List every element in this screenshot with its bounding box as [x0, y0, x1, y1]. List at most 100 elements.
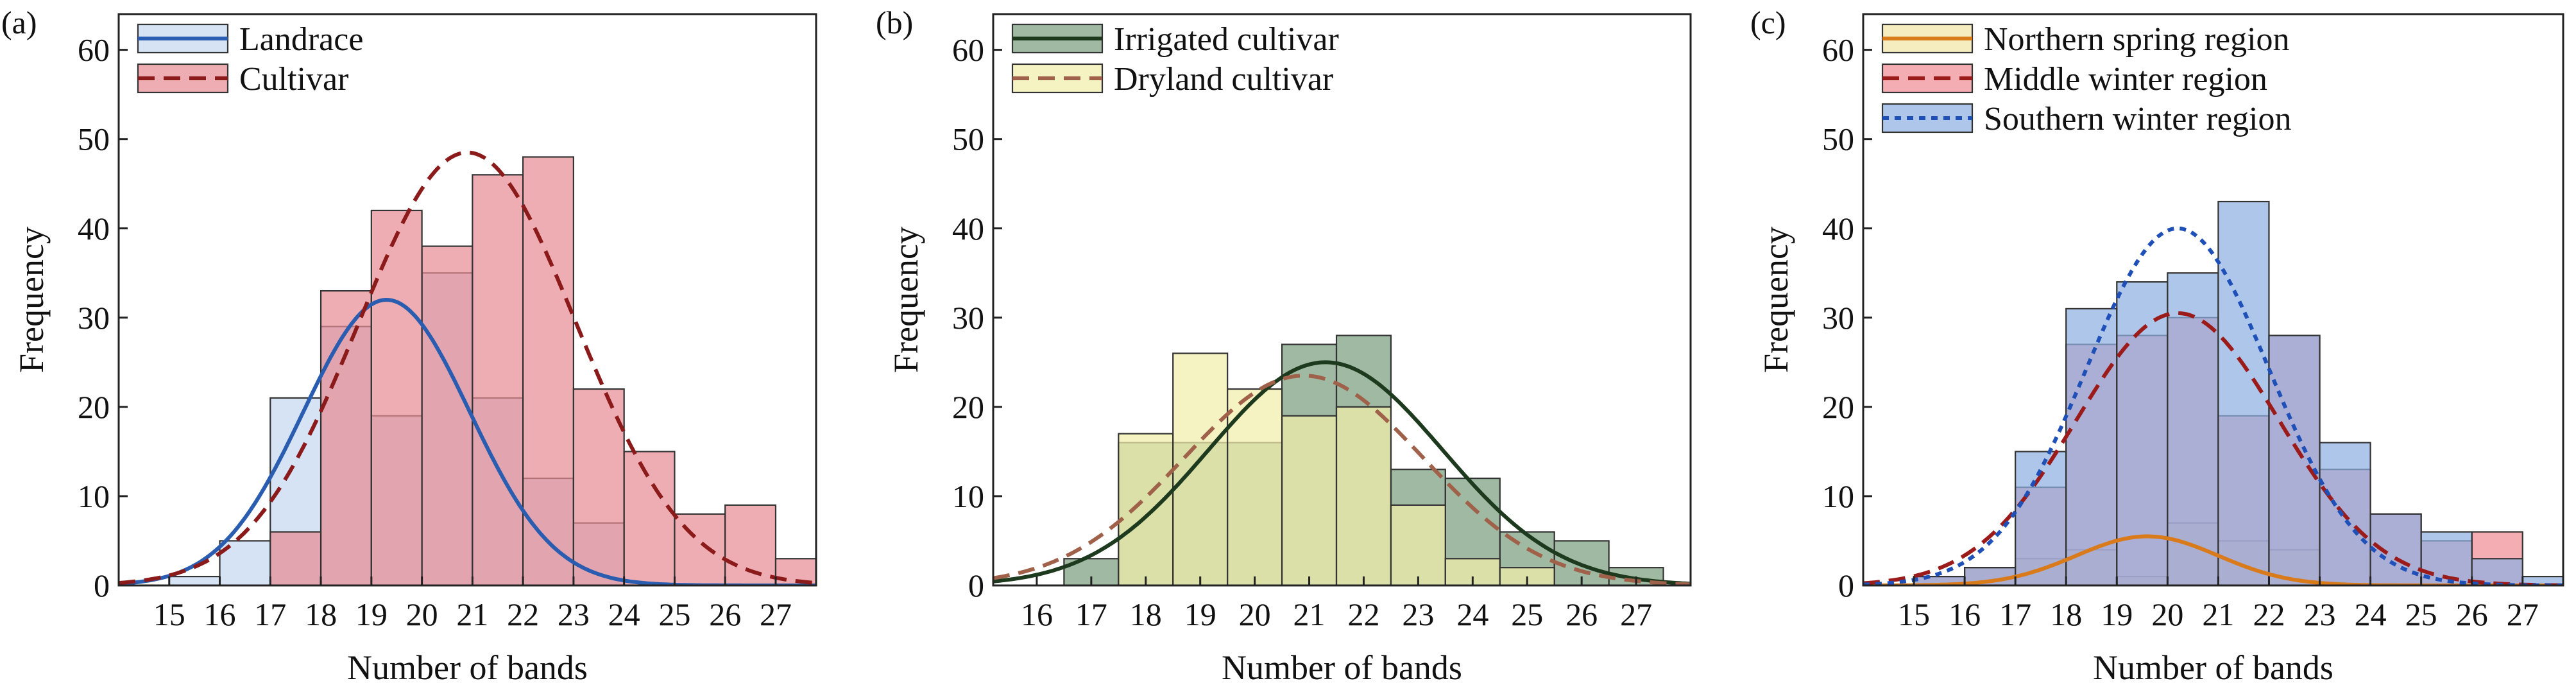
legend-label: Northern spring region: [1984, 21, 2290, 58]
bars-group: [1913, 200, 2563, 585]
x-tick-label: 20: [406, 596, 438, 632]
bar-southern-winter-region: [2167, 272, 2219, 585]
bar-cultivar: [572, 388, 625, 585]
y-tick-label: 40: [78, 211, 110, 247]
y-tick-label: 10: [1822, 478, 1854, 514]
x-tick-label: 17: [1075, 596, 1107, 632]
bar-dryland-cultivar: [1335, 406, 1392, 585]
bar-dryland-cultivar: [1118, 433, 1174, 585]
bar-cultivar: [472, 174, 524, 585]
y-axis-label: Frequency: [1757, 227, 1795, 373]
x-tick-label: 25: [1511, 596, 1543, 632]
bars-group: [168, 156, 816, 585]
x-tick-label: 21: [2202, 596, 2234, 632]
x-tick-label: 16: [1949, 596, 1981, 632]
bar-cultivar: [522, 156, 575, 585]
x-tick-label: 26: [709, 596, 741, 632]
y-tick-label: 0: [1838, 567, 1854, 603]
x-axis-label: Number of bands: [2093, 648, 2333, 687]
x-tick-label: 25: [658, 596, 690, 632]
x-tick-label: 16: [1021, 596, 1053, 632]
y-tick-label: 20: [78, 389, 110, 425]
bar-landrace: [168, 575, 221, 585]
bar-cultivar: [724, 504, 777, 585]
legend-label: Cultivar: [239, 61, 348, 98]
y-tick-label: 20: [1822, 389, 1854, 425]
x-tick-label: 16: [204, 596, 236, 632]
y-tick-label: 40: [1822, 211, 1854, 247]
x-tick-label: 23: [2304, 596, 2336, 632]
plot-frame: [1862, 13, 2564, 587]
x-tick-label: 27: [1620, 596, 1652, 632]
bar-dryland-cultivar: [1172, 352, 1229, 585]
y-tick-label: 0: [94, 567, 110, 603]
panel-label: (a): [1, 4, 37, 40]
bar-southern-winter-region: [2217, 200, 2270, 585]
panel-c: 0 10 20 30 40 50 60 15 16 17 18 19 20 21 22 23 24 25 26 27 N…: [1750, 4, 2564, 687]
x-tick-label: 18: [305, 596, 337, 632]
x-tick-label: 20: [1239, 596, 1271, 632]
x-tick-label: 26: [2456, 596, 2488, 632]
x-tick-label: 27: [760, 596, 792, 632]
plot-frame: [992, 13, 1692, 587]
panel-a: 0 10 20 30 40 50 60 15 16 17 18 19 20 21 22 23 24 25 26 27 N…: [1, 4, 817, 687]
x-axis-label: Number of bands: [347, 648, 588, 687]
y-tick-label: 50: [78, 121, 110, 157]
legend-label: Irrigated cultivar: [1114, 21, 1339, 58]
x-tick-label: 23: [1402, 596, 1434, 632]
fit-curve-dryland-cultivar: [993, 374, 1691, 585]
fit-curve-northern-spring-region: [1863, 534, 2563, 585]
y-tick-label: 60: [78, 32, 110, 68]
legend-label: Landrace: [239, 21, 363, 58]
bar-dryland-cultivar: [1281, 415, 1338, 585]
x-tick-label: 18: [2050, 596, 2082, 632]
x-tick-label: 22: [2253, 596, 2285, 632]
x-tick-label: 15: [153, 596, 185, 632]
legend-label: Middle winter region: [1984, 61, 2267, 98]
y-tick-label: 10: [78, 478, 110, 514]
x-axis-label: Number of bands: [1222, 648, 1462, 687]
x-tick-label: 19: [2101, 596, 2133, 632]
x-tick-label: 17: [1999, 596, 2031, 632]
bar-southern-winter-region: [2065, 307, 2118, 585]
legend-label: Southern winter region: [1984, 101, 2291, 137]
y-tick-label: 0: [968, 567, 984, 603]
bar-dryland-cultivar: [1390, 504, 1446, 585]
x-tick-label: 15: [1898, 596, 1930, 632]
x-tick-label: 24: [1456, 596, 1488, 632]
y-tick-label: 10: [952, 478, 984, 514]
x-tick-label: 21: [456, 596, 488, 632]
y-tick-label: 50: [1822, 121, 1854, 157]
plot-frame: [117, 13, 817, 587]
y-tick-label: 60: [1822, 32, 1854, 68]
panel-label: (c): [1750, 4, 1786, 40]
x-tick-label: 19: [1184, 596, 1216, 632]
x-tick-label: 25: [2405, 596, 2437, 632]
bar-cultivar: [370, 209, 423, 585]
x-tick-label: 27: [2507, 596, 2539, 632]
x-tick-label: 21: [1293, 596, 1326, 632]
y-tick-label: 30: [952, 300, 984, 336]
x-tick-label: 24: [608, 596, 640, 632]
y-tick-label: 40: [952, 211, 984, 247]
y-tick-label: 30: [78, 300, 110, 336]
x-tick-label: 26: [1565, 596, 1598, 632]
x-tick-label: 24: [2355, 596, 2387, 632]
bar-cultivar: [269, 531, 322, 585]
x-tick-label: 17: [254, 596, 286, 632]
x-tick-label: 23: [558, 596, 590, 632]
x-tick-label: 20: [2151, 596, 2183, 632]
bar-cultivar: [623, 451, 676, 585]
fit-curve-middle-winter-region: [1863, 311, 2563, 585]
bar-cultivar: [421, 245, 473, 585]
y-axis-label: Frequency: [12, 227, 51, 373]
y-tick-label: 50: [952, 121, 984, 157]
y-axis-label: Frequency: [887, 227, 925, 373]
bar-cultivar: [674, 513, 726, 585]
panel-label: (b): [876, 4, 913, 40]
